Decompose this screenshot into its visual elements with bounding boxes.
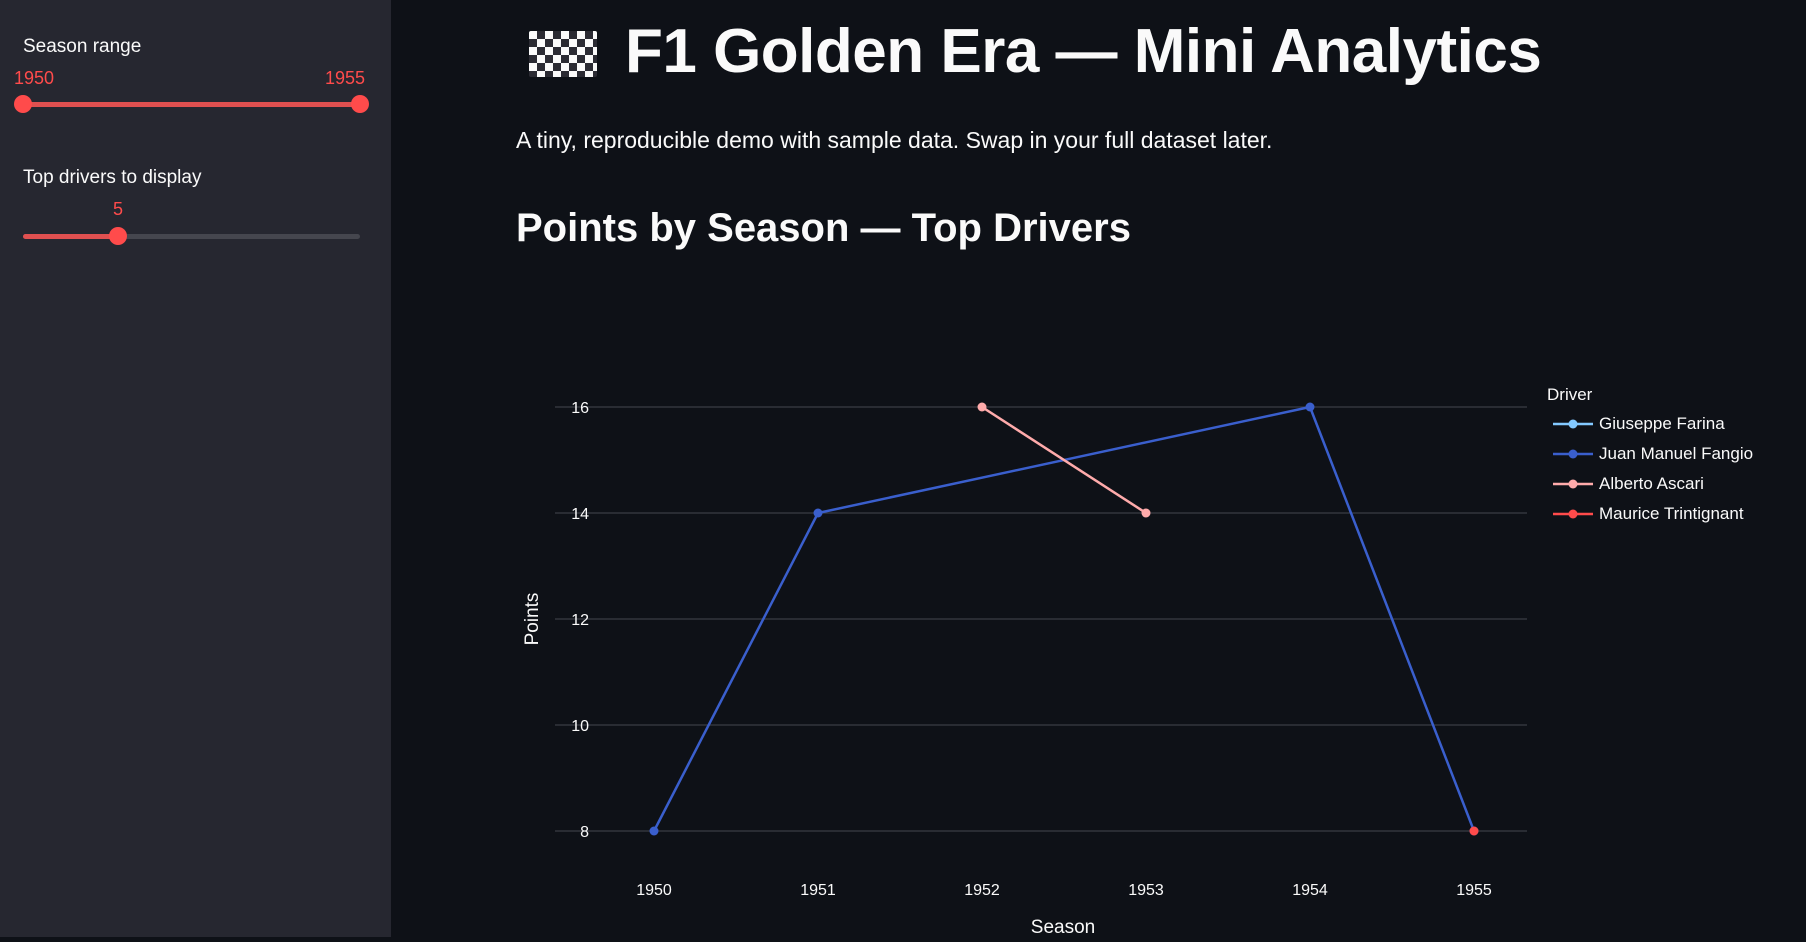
section-title: Points by Season — Top Drivers — [516, 206, 1131, 250]
legend-item[interactable]: Maurice Trintignant — [1551, 503, 1744, 525]
legend-label: Giuseppe Farina — [1599, 414, 1725, 433]
x-tick-label: 1955 — [1456, 882, 1492, 899]
legend-label: Alberto Ascari — [1599, 474, 1704, 493]
legend-label: Maurice Trintignant — [1599, 504, 1744, 523]
x-tick-label: 1952 — [964, 882, 1000, 899]
season-range-label: Season range — [23, 36, 142, 57]
y-tick-label: 12 — [571, 612, 589, 629]
chart-svg: 8 10 12 14 16 1950 1951 1952 1953 1954 1955 Season P… — [522, 400, 1527, 938]
legend-item[interactable]: Alberto Ascari — [1551, 473, 1704, 495]
main-content: F1 Golden Era — Mini Analytics A tiny, r… — [391, 0, 1806, 938]
checkered-flag-icon — [529, 31, 597, 77]
legend-swatch — [1553, 449, 1593, 459]
x-tick-label: 1951 — [800, 882, 836, 899]
season-range-min-thumb[interactable] — [14, 95, 32, 113]
y-axis-label: Points — [522, 593, 543, 646]
top-drivers-thumb[interactable] — [109, 227, 127, 245]
legend-label: Juan Manuel Fangio — [1599, 444, 1754, 463]
legend-item[interactable]: Giuseppe Farina — [1551, 413, 1725, 435]
data-point-juan-manuel-fangio — [649, 826, 659, 836]
data-point-juan-manuel-fangio — [1305, 402, 1315, 412]
y-tick-label: 10 — [571, 718, 589, 735]
legend-title: Driver — [1547, 385, 1593, 404]
x-axis-label: Season — [1031, 917, 1095, 937]
top-drivers-track[interactable] — [23, 234, 360, 239]
legend-swatch — [1553, 509, 1593, 519]
season-range-max-value: 1955 — [325, 68, 366, 88]
legend-swatch — [1553, 419, 1593, 429]
top-drivers-value: 5 — [113, 199, 124, 219]
series-line-alberto-ascari — [981, 405, 1147, 515]
points-chart: 8 10 12 14 16 1950 1951 1952 1953 1954 1955 Season P… — [391, 0, 1806, 942]
data-point-alberto-ascari — [1141, 508, 1151, 518]
data-point-juan-manuel-fangio — [813, 508, 823, 518]
legend-swatch — [1553, 479, 1593, 489]
season-range-max-thumb[interactable] — [351, 95, 369, 113]
y-tick-label: 8 — [580, 824, 589, 841]
sidebar: Season range 1950 1955 Top drivers to di… — [0, 0, 391, 937]
top-drivers-label: Top drivers to display — [23, 167, 202, 188]
page-subtitle: A tiny, reproducible demo with sample da… — [516, 127, 1273, 153]
data-point-maurice-trintignant — [1469, 826, 1479, 836]
y-tick-label: 16 — [571, 400, 589, 417]
x-tick-label: 1953 — [1128, 882, 1164, 899]
page-title: F1 Golden Era — Mini Analytics — [625, 17, 1542, 86]
x-tick-label: 1950 — [636, 882, 672, 899]
season-range-min-value: 1950 — [14, 68, 55, 88]
season-range-track[interactable] — [23, 102, 360, 107]
y-tick-label: 14 — [571, 506, 589, 523]
legend-item[interactable]: Juan Manuel Fangio — [1551, 443, 1753, 465]
top-drivers-track-fill — [23, 234, 119, 239]
x-tick-label: 1954 — [1292, 882, 1328, 899]
data-point-alberto-ascari — [977, 402, 987, 412]
